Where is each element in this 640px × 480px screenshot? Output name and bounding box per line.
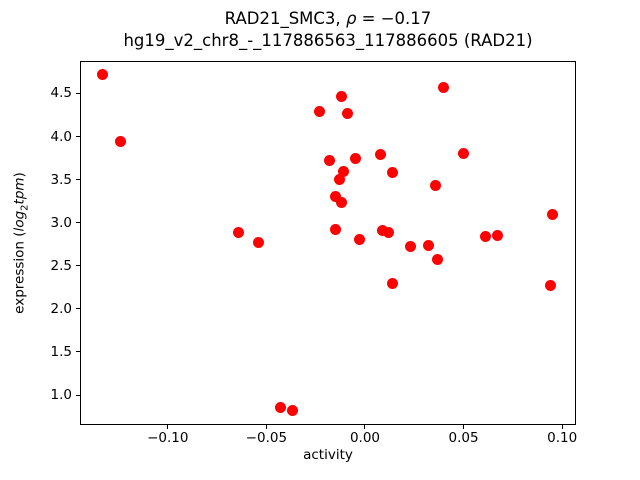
y-tick-label: 1.5 [50, 343, 72, 360]
y-tick-mark [76, 351, 80, 353]
rho-symbol: ρ [345, 9, 357, 28]
plot-area [80, 61, 576, 425]
y-tick-label: 1.0 [50, 387, 72, 404]
chart-title-line1: RAD21_SMC3, ρ = −0.17 [80, 8, 576, 30]
data-point [353, 233, 365, 245]
rho-value: = −0.17 [356, 9, 432, 28]
data-point [387, 277, 399, 289]
ylabel-sub2: 2 [19, 204, 31, 211]
ylabel-log: log [11, 210, 28, 232]
data-point [546, 208, 558, 220]
x-tick-label: 0.00 [349, 430, 380, 446]
chart-subtitle: hg19_v2_chr8_-_117886563_117886605 (RAD2… [123, 30, 533, 50]
y-tick-label: 2.5 [50, 257, 72, 274]
data-point [438, 81, 450, 93]
data-point [333, 174, 345, 186]
data-point [341, 107, 353, 119]
y-tick-label: 3.5 [50, 171, 72, 188]
x-tick-label: −0.05 [245, 430, 288, 446]
data-point [377, 224, 389, 236]
data-point [337, 165, 349, 177]
x-tick-mark [561, 425, 563, 429]
y-tick-label: 2.0 [50, 300, 72, 317]
y-tick-mark [76, 265, 80, 267]
x-tick-label: −0.10 [147, 430, 189, 446]
x-axis-label: activity [303, 447, 353, 463]
data-point [544, 280, 556, 292]
x-tick-label: 0.05 [448, 430, 479, 446]
data-point [491, 230, 503, 242]
data-point [458, 148, 470, 160]
y-tick-label: 3.0 [50, 214, 72, 231]
data-point [349, 152, 361, 164]
data-point [422, 240, 434, 252]
data-point [335, 90, 347, 102]
data-point [404, 241, 416, 253]
y-tick-mark [76, 136, 80, 138]
data-point [383, 226, 395, 238]
y-tick-label: 4.0 [50, 128, 72, 145]
data-point [286, 405, 298, 417]
x-tick-label: 0.10 [547, 430, 578, 446]
data-point [323, 155, 335, 167]
ylabel-unit: tpm [11, 177, 28, 205]
x-tick-mark [167, 425, 169, 429]
y-tick-mark [76, 92, 80, 94]
chart-title: RAD21_SMC3, ρ = −0.17 hg19_v2_chr8_-_117… [80, 8, 576, 51]
data-point [329, 224, 341, 236]
data-point [314, 106, 326, 118]
data-point [387, 167, 399, 179]
data-point [432, 254, 444, 266]
y-tick-mark [76, 222, 80, 224]
x-tick-mark [364, 425, 366, 429]
data-point [375, 149, 387, 161]
y-tick-mark [76, 308, 80, 310]
data-point [329, 191, 341, 203]
y-tick-mark [76, 394, 80, 396]
data-point [233, 226, 245, 238]
title-gene-pair: RAD21_SMC3, [224, 9, 346, 28]
data-point [274, 401, 286, 413]
ylabel-prefix: expression ( [11, 231, 28, 314]
y-axis-label: expression (log2tpm) [12, 172, 31, 314]
data-point [114, 136, 126, 148]
data-point [97, 69, 109, 81]
data-point [252, 237, 264, 249]
data-point [430, 180, 442, 192]
ylabel-suffix: ) [11, 172, 28, 178]
data-point [479, 230, 491, 242]
y-tick-label: 4.5 [50, 85, 72, 102]
y-tick-mark [76, 179, 80, 181]
x-tick-mark [463, 425, 465, 429]
x-tick-mark [265, 425, 267, 429]
data-point [335, 196, 347, 208]
